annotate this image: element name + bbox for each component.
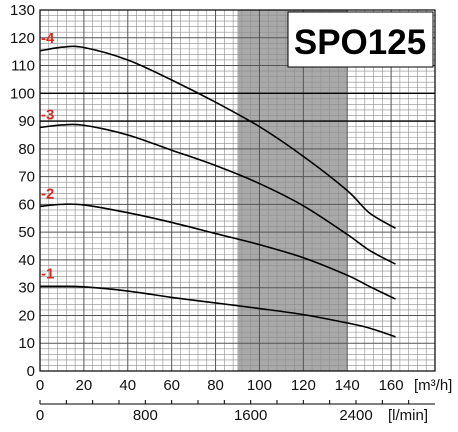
title-box-bg — [287, 11, 434, 68]
shaded-range — [237, 10, 348, 371]
y-tick-label: 60 — [18, 196, 35, 213]
title-box: SPO125 — [287, 11, 434, 68]
curve-label-series: -4 — [41, 30, 55, 47]
series-labels: -1 -2 -3 -4 — [41, 30, 55, 282]
x-tick-label: 160 — [379, 377, 404, 394]
x-tick-label-lpm: 2400 — [339, 407, 372, 424]
x-tick-label: 60 — [163, 377, 180, 394]
x-tick-label: 0 — [36, 377, 44, 394]
y-tick-label: 50 — [18, 224, 35, 241]
y-tick-label: 80 — [18, 141, 35, 158]
curve-label-series: -3 — [41, 106, 54, 123]
plot-frame — [39, 9, 436, 372]
x-tick-label-lpm: 0 — [36, 407, 44, 424]
x-ticks-top: 0 20 40 60 80 100 120 140 160 — [36, 377, 404, 394]
curve-label-series: -2 — [41, 185, 54, 202]
x-tick-label-lpm: 1600 — [234, 407, 267, 424]
y-ticks: 0 10 20 30 40 50 60 70 80 90 100 110 120 130 — [10, 2, 35, 380]
y-tick-label: 110 — [11, 58, 35, 75]
x-tick-label: 80 — [207, 377, 224, 394]
grid-minor — [40, 10, 435, 371]
y-tick-label: 120 — [10, 30, 35, 47]
x-ticks-bottom: 0 800 1600 2400 — [36, 400, 435, 424]
x-tick-label: 20 — [76, 377, 93, 394]
curve-series--1 — [39, 285, 396, 338]
y-tick-label: 90 — [18, 113, 35, 130]
y-tick-label: 130 — [10, 2, 35, 19]
curve-series--4 — [39, 45, 396, 229]
x-unit-bottom: [l/min] — [388, 407, 428, 424]
x-unit-top: [m³/h] — [414, 377, 452, 394]
y-tick-label: 0 — [27, 363, 35, 380]
chart-title: SPO125 — [294, 23, 426, 62]
y-tick-label: 30 — [18, 280, 35, 297]
x-tick-label: 100 — [247, 377, 272, 394]
x-tick-label-lpm: 800 — [133, 407, 158, 424]
curve-series--2 — [39, 203, 396, 300]
highlight-lines — [40, 92, 435, 122]
curve-series--3 — [39, 123, 396, 265]
x-tick-label: 140 — [335, 377, 360, 394]
y-tick-label: 40 — [18, 252, 35, 269]
series-curves — [39, 45, 396, 338]
x-tick-label: 40 — [119, 377, 136, 394]
y-tick-label: 100 — [10, 85, 35, 102]
y-tick-label: 20 — [18, 307, 35, 324]
x-tick-label: 120 — [291, 377, 316, 394]
curve-label-series: -1 — [41, 265, 54, 282]
y-tick-label: 10 — [18, 335, 35, 352]
y-tick-label: 70 — [18, 169, 35, 186]
